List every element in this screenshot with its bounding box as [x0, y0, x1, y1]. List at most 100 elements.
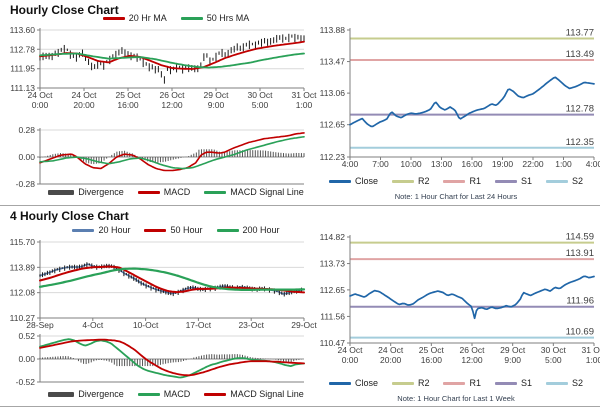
svg-text:17-Oct: 17-Oct — [186, 320, 212, 330]
svg-text:1:00: 1:00 — [296, 100, 313, 110]
pivot-24h-legend: Close R2 R1 S1 S2 — [312, 176, 600, 186]
50hr-ma-swatch — [180, 16, 203, 20]
r2-swatch — [391, 179, 414, 183]
legend-item-macd-signal: MACD Signal Line — [204, 187, 304, 197]
svg-text:31 Oct: 31 Oct — [581, 345, 600, 355]
pivot-24h-chart: 113.77 113.49 112.78 112.35 113.88 113.47 113.… — [320, 25, 600, 169]
legend-item-r1: R1 — [443, 176, 481, 186]
svg-text:113.73: 113.73 — [320, 259, 346, 269]
svg-text:0.52: 0.52 — [18, 331, 35, 341]
svg-text:113.49: 113.49 — [566, 49, 594, 60]
legend-item-s2: S2 — [546, 176, 583, 186]
pivot-24h-note: Note: 1 Hour Chart for Last 24 Hours — [394, 192, 518, 201]
svg-text:4-Oct: 4-Oct — [82, 320, 103, 330]
svg-text:111.13: 111.13 — [10, 83, 35, 93]
svg-text:113.60: 113.60 — [10, 25, 36, 35]
svg-text:115.70: 115.70 — [10, 237, 36, 247]
svg-text:112.78: 112.78 — [566, 104, 594, 115]
svg-text:111.56: 111.56 — [320, 311, 345, 321]
close-swatch — [328, 179, 351, 183]
svg-text:12:00: 12:00 — [161, 100, 183, 110]
legend-item-20hour: 20 Hour — [72, 225, 130, 235]
svg-text:29 Oct: 29 Oct — [500, 345, 526, 355]
svg-text:28-Sep: 28-Sep — [26, 320, 54, 330]
50hour-swatch — [144, 228, 167, 232]
macd-signal-4h-swatch — [204, 392, 227, 396]
svg-text:24 Oct: 24 Oct — [71, 90, 97, 100]
r1-swatch — [443, 179, 466, 183]
svg-text:20:00: 20:00 — [73, 100, 95, 110]
svg-text:19:00: 19:00 — [492, 159, 514, 169]
svg-text:24 Oct: 24 Oct — [27, 90, 53, 100]
svg-text:16:00: 16:00 — [421, 355, 443, 365]
bottom-divider — [0, 406, 600, 407]
svg-text:13:00: 13:00 — [431, 159, 453, 169]
legend-item-200hour: 200 Hour — [216, 225, 280, 235]
svg-text:111.96: 111.96 — [566, 296, 594, 307]
svg-text:0.00: 0.00 — [18, 152, 35, 162]
svg-text:113.88: 113.88 — [320, 25, 346, 35]
four-hourly-macd-legend: Divergence MACD MACD Signal Line — [40, 389, 312, 399]
legend-item-r2-1w: R2 — [391, 378, 429, 388]
svg-text:26 Oct: 26 Oct — [459, 345, 485, 355]
svg-text:112.78: 112.78 — [10, 44, 36, 54]
svg-text:7:00: 7:00 — [372, 159, 389, 169]
svg-text:0.28: 0.28 — [18, 125, 35, 135]
svg-text:112.35: 112.35 — [566, 137, 594, 148]
svg-text:114.82: 114.82 — [320, 232, 346, 242]
svg-text:111.95: 111.95 — [10, 64, 35, 74]
svg-text:25 Oct: 25 Oct — [419, 345, 445, 355]
svg-text:23-Oct: 23-Oct — [238, 320, 264, 330]
legend-item-close-1w: Close — [328, 378, 378, 388]
svg-text:0:00: 0:00 — [342, 355, 359, 365]
svg-text:30 Oct: 30 Oct — [541, 345, 567, 355]
legend-item-close: Close — [328, 176, 378, 186]
svg-text:110.69: 110.69 — [566, 327, 594, 338]
svg-text:-0.52: -0.52 — [16, 377, 36, 387]
svg-text:113.77: 113.77 — [566, 27, 594, 38]
svg-text:12:00: 12:00 — [461, 355, 483, 365]
legend-item-20hr-ma: 20 Hr MA — [102, 13, 167, 23]
legend-item-macd-signal-4h: MACD Signal Line — [204, 389, 304, 399]
legend-item-50hr-ma: 50 Hrs MA — [180, 13, 249, 23]
r2-1w-swatch — [391, 381, 414, 385]
20hour-swatch — [72, 228, 95, 232]
svg-text:16:00: 16:00 — [117, 100, 139, 110]
svg-text:4:00: 4:00 — [342, 159, 359, 169]
hourly-chart-title: Hourly Close Chart — [10, 3, 119, 17]
svg-text:9:00: 9:00 — [208, 100, 225, 110]
legend-item-r1-1w: R1 — [443, 378, 481, 388]
legend-item-s2-1w: S2 — [546, 378, 583, 388]
macd-4h-swatch — [137, 392, 160, 396]
hourly-ma-legend: 20 Hr MA 50 Hrs MA — [40, 13, 312, 23]
svg-text:113.47: 113.47 — [320, 57, 346, 67]
svg-text:20:00: 20:00 — [380, 355, 402, 365]
svg-text:25 Oct: 25 Oct — [115, 90, 141, 100]
svg-text:5:00: 5:00 — [252, 100, 269, 110]
hourly-macd-legend: Divergence MACD MACD Signal Line — [40, 187, 312, 197]
legend-item-50hour: 50 Hour — [144, 225, 203, 235]
four-hourly-macd-chart: 0.52 0.00 -0.52 — [16, 331, 305, 387]
s1-swatch — [495, 179, 517, 183]
200hour-swatch — [216, 228, 239, 232]
svg-text:112.08: 112.08 — [10, 288, 36, 298]
s2-1w-swatch — [546, 381, 569, 385]
r1-1w-swatch — [443, 381, 466, 385]
legend-item-s1-1w: S1 — [495, 378, 532, 388]
svg-text:113.06: 113.06 — [320, 88, 346, 98]
svg-text:112.23: 112.23 — [320, 152, 346, 162]
svg-text:24 Oct: 24 Oct — [378, 345, 404, 355]
four-hourly-ma-legend: 20 Hour 50 Hour 200 Hour — [40, 225, 312, 235]
svg-text:5:00: 5:00 — [545, 355, 562, 365]
svg-text:0:00: 0:00 — [32, 100, 49, 110]
section-divider — [0, 205, 600, 206]
svg-text:0.00: 0.00 — [18, 354, 35, 364]
svg-text:26 Oct: 26 Oct — [159, 90, 185, 100]
s1-1w-swatch — [495, 381, 517, 385]
legend-item-r2: R2 — [391, 176, 429, 186]
svg-text:10-Oct: 10-Oct — [133, 320, 159, 330]
svg-text:1:00: 1:00 — [586, 355, 600, 365]
s2-swatch — [546, 179, 569, 183]
